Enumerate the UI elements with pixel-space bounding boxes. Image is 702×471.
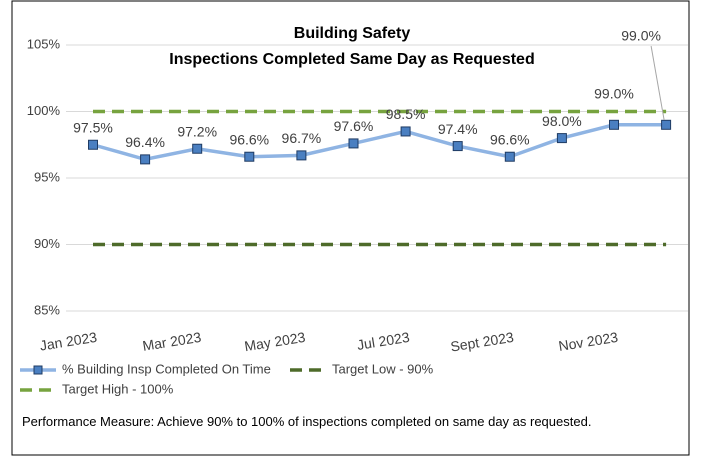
data-label: 96.4% <box>125 134 165 150</box>
chart-title: Building Safety <box>294 25 411 42</box>
y-tick-label: 100% <box>27 103 61 118</box>
marker <box>88 139 98 150</box>
border <box>11 0 690 456</box>
y-tick-label: 85% <box>34 302 60 317</box>
data-label: 99.0% <box>621 28 661 44</box>
leader-line <box>650 45 665 120</box>
marker <box>556 133 567 144</box>
legend-label: Target Low - 90% <box>332 361 434 376</box>
data-label: 97.6% <box>334 118 374 134</box>
data-label: 96.6% <box>490 131 530 147</box>
legend-marker <box>33 365 43 375</box>
data-label: 96.6% <box>229 131 269 147</box>
marker <box>452 141 463 152</box>
marker <box>192 143 203 154</box>
y-tick-label: 95% <box>34 169 60 184</box>
data-label: 98.0% <box>542 113 582 129</box>
marker <box>661 119 672 130</box>
data-label: 97.4% <box>438 121 478 137</box>
marker <box>400 126 411 137</box>
marker <box>348 138 359 149</box>
data-label: 98.5% <box>386 106 426 122</box>
footnote: Performance Measure: Achieve 90% to 100%… <box>22 414 592 429</box>
legend-label: Target High - 100% <box>62 381 174 396</box>
data-label: 96.7% <box>282 130 322 146</box>
y-tick-label: 105% <box>27 36 61 51</box>
y-tick-label: 90% <box>34 236 60 251</box>
legend-label: % Building Insp Completed On Time <box>62 361 271 376</box>
marker <box>504 151 515 162</box>
series-line <box>92 123 667 162</box>
data-label: 99.0% <box>594 86 634 102</box>
marker <box>609 119 619 130</box>
chart-subtitle: Inspections Completed Same Day as Reques… <box>169 51 534 68</box>
marker <box>244 151 255 162</box>
marker <box>140 154 151 165</box>
data-label: 97.2% <box>177 123 217 139</box>
marker <box>296 150 307 161</box>
data-label: 97.5% <box>73 119 113 135</box>
